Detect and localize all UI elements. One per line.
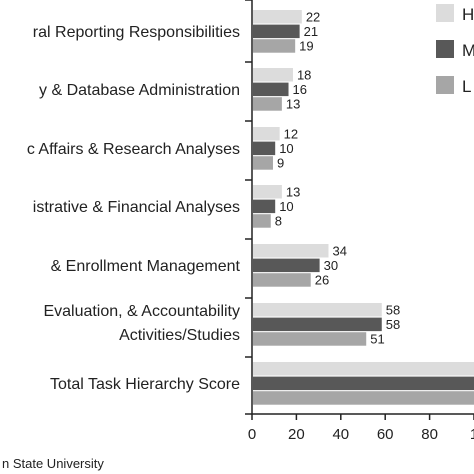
x-tick-label: 20 xyxy=(288,426,305,443)
x-axis: 0 20 40 60 80 1 xyxy=(245,0,474,443)
category-label: istrative & Financial Analyses xyxy=(33,199,240,216)
category-label: & Enrollment Management xyxy=(51,258,241,275)
value-label: 18 xyxy=(297,68,311,83)
footer-note: n State University xyxy=(2,456,104,471)
bar xyxy=(253,127,280,141)
value-label: 13 xyxy=(286,97,300,112)
bar xyxy=(253,141,276,156)
bar xyxy=(253,199,276,214)
bar xyxy=(253,258,320,273)
value-label: 13 xyxy=(286,185,300,200)
value-label: 26 xyxy=(315,273,329,288)
category-label: y & Database Administration xyxy=(39,82,240,99)
bar xyxy=(253,273,311,287)
x-tick-label: 60 xyxy=(377,426,394,443)
bar xyxy=(253,97,282,111)
bar xyxy=(253,39,296,53)
value-label: 51 xyxy=(370,332,384,347)
bar xyxy=(253,317,382,332)
legend-swatch xyxy=(436,4,454,22)
legend-swatch xyxy=(436,40,454,58)
value-label: 10 xyxy=(279,141,293,156)
value-label: 8 xyxy=(275,214,282,229)
category-label: Activities/Studies xyxy=(119,327,240,344)
bar xyxy=(253,244,329,258)
x-tick-label: 0 xyxy=(248,426,256,443)
bar xyxy=(253,24,300,39)
legend-label: L xyxy=(462,77,471,96)
bar xyxy=(253,185,282,199)
bar xyxy=(253,156,273,170)
value-label: 9 xyxy=(277,156,284,171)
bar xyxy=(253,82,289,97)
value-label: 12 xyxy=(284,127,298,142)
value-label: 19 xyxy=(299,39,313,54)
value-label: 10 xyxy=(279,199,293,214)
value-label: 58 xyxy=(386,317,400,332)
bar xyxy=(253,391,474,405)
bar xyxy=(253,362,474,376)
value-label: 16 xyxy=(293,82,307,97)
x-tick-label: 1 xyxy=(470,426,474,443)
bar xyxy=(253,376,474,391)
x-tick-label: 80 xyxy=(421,426,438,443)
category-label: c Affairs & Research Analyses xyxy=(27,141,240,158)
x-tick-label: 40 xyxy=(332,426,349,443)
value-label: 22 xyxy=(306,10,320,25)
bar xyxy=(253,10,302,24)
category-label: ral Reporting Responsibilities xyxy=(33,24,240,41)
category-label: Total Task Hierarchy Score xyxy=(50,376,240,393)
bar xyxy=(253,332,367,346)
legend-swatch xyxy=(436,76,454,94)
value-label: 21 xyxy=(304,24,318,39)
legend: HML xyxy=(436,4,474,96)
value-label: 34 xyxy=(332,244,346,259)
legend-label: H xyxy=(462,5,474,24)
value-label: 30 xyxy=(324,258,338,273)
value-label: 58 xyxy=(386,303,400,318)
legend-label: M xyxy=(462,41,474,60)
bars-layer xyxy=(253,10,474,405)
category-label: Evaluation, & Accountability xyxy=(43,303,240,320)
bar xyxy=(253,214,271,228)
bar xyxy=(253,303,382,317)
bar xyxy=(253,68,293,82)
